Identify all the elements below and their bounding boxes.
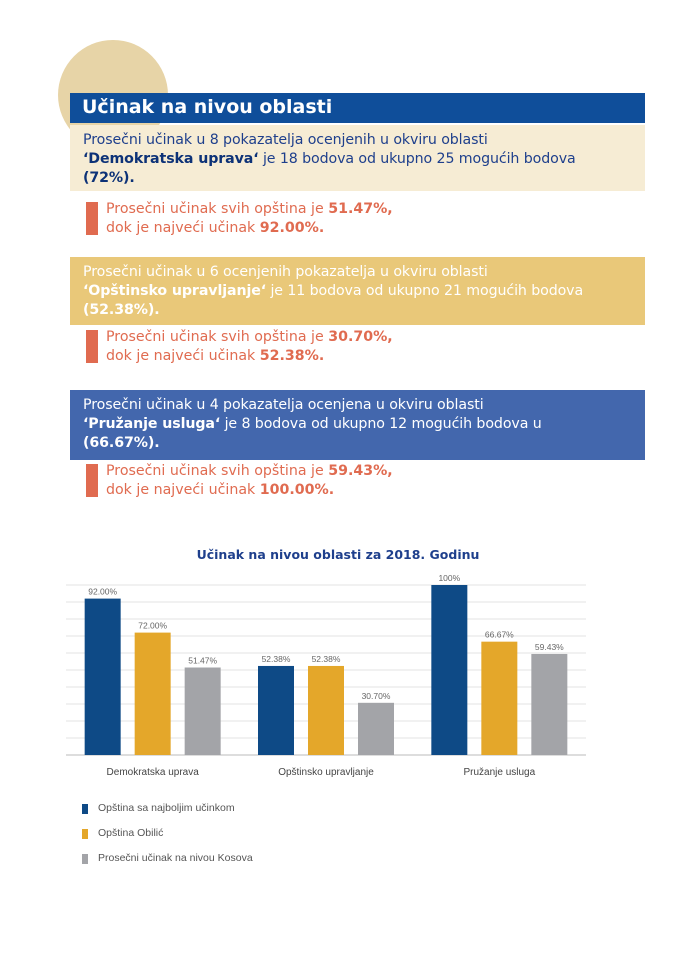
stat-avg-label: Prosečni učinak svih opština je: [106, 329, 329, 345]
legend-label: Opština sa najboljim učinkom: [98, 802, 235, 814]
data-label: 52.38%: [262, 654, 291, 664]
area-name: ‘Opštinsko upravljanje‘: [83, 283, 267, 299]
area-summary-opstinsko-upravljanje: Prosečni učinak u 6 ocenjenih pokazatelj…: [70, 257, 645, 325]
bar: [531, 653, 568, 755]
bar: [308, 665, 344, 755]
data-label: 59.43%: [535, 642, 564, 652]
data-label: 52.38%: [312, 654, 341, 664]
bar-chart: 92.00% 72.00% 51.47% Demokratska uprava 52.3…: [66, 573, 586, 778]
data-label: 72.00%: [138, 621, 167, 631]
legend-swatch: [82, 804, 88, 814]
bar: [84, 598, 121, 755]
category-label: Demokratska uprava: [107, 767, 200, 778]
category-label: Opštinsko upravljanje: [278, 767, 374, 778]
data-label: 66.67%: [485, 630, 514, 640]
area-name: ‘Demokratska uprava‘: [83, 151, 259, 167]
stat-avg-value: 30.70%,: [328, 329, 393, 345]
stat-max-label: dok je najveći učinak: [106, 482, 260, 498]
stat-max-value: 52.38%.: [259, 348, 325, 364]
bar: [134, 632, 171, 755]
header-bar: [70, 93, 645, 123]
data-label: 51.47%: [188, 656, 217, 666]
stat-marker: [86, 202, 98, 235]
legend-label: Opština Obilić: [98, 827, 164, 839]
bar: [258, 665, 294, 755]
stat-avg-value: 59.43%,: [328, 463, 393, 479]
stat-avg-label: Prosečni učinak svih opština je: [106, 201, 329, 217]
area-points: je 18 bodova od ukupno 25 mogućih bodova: [258, 151, 576, 167]
chart-title: Učinak na nivou oblasti za 2018. Godinu: [196, 547, 480, 562]
area-intro: Prosečni učinak u 6 ocenjenih pokazatelj…: [83, 264, 488, 280]
stat-max-value: 92.00%.: [259, 220, 325, 236]
stat-avg-label: Prosečni učinak svih opština je: [106, 463, 329, 479]
area-intro: Prosečni učinak u 8 pokazatelja ocenjeni…: [83, 132, 488, 148]
area-intro: Prosečni učinak u 4 pokazatelja ocenjena…: [83, 397, 484, 413]
data-label: 92.00%: [88, 587, 117, 597]
stat-max-value: 100.00%.: [259, 482, 335, 498]
stat-max-label: dok je najveći učinak: [106, 220, 260, 236]
legend-swatch: [82, 829, 88, 839]
page-title: Učinak na nivou oblasti: [82, 96, 333, 118]
area-name: ‘Pružanje usluga‘: [83, 416, 221, 432]
legend-label: Prosečni učinak na nivou Kosova: [98, 852, 253, 864]
area-points: je 8 bodova od ukupno 12 mogućih bodova …: [220, 416, 542, 432]
bar: [184, 667, 221, 755]
bar: [431, 585, 468, 755]
legend-swatch: [82, 854, 88, 864]
stat-marker: [86, 330, 98, 363]
area-percent: (72%).: [83, 170, 135, 186]
stat-marker: [86, 464, 98, 497]
bar: [481, 641, 518, 755]
data-label: 30.70%: [362, 691, 391, 701]
category-label: Pružanje usluga: [463, 767, 535, 778]
area-points: je 11 bodova od ukupno 21 mogućih bodova: [266, 283, 584, 299]
bar: [358, 702, 394, 755]
data-label: 100%: [438, 573, 460, 583]
area-summary-pruzanje-usluga: Prosečni učinak u 4 pokazatelja ocenjena…: [70, 390, 645, 460]
area-percent: (52.38%).: [83, 302, 160, 318]
stat-max-label: dok je najveći učinak: [106, 348, 260, 364]
area-percent: (66.67%).: [83, 435, 160, 451]
stat-avg-value: 51.47%,: [328, 201, 393, 217]
area-summary-demokratska-uprava: Prosečni učinak u 8 pokazatelja ocenjeni…: [70, 125, 645, 191]
